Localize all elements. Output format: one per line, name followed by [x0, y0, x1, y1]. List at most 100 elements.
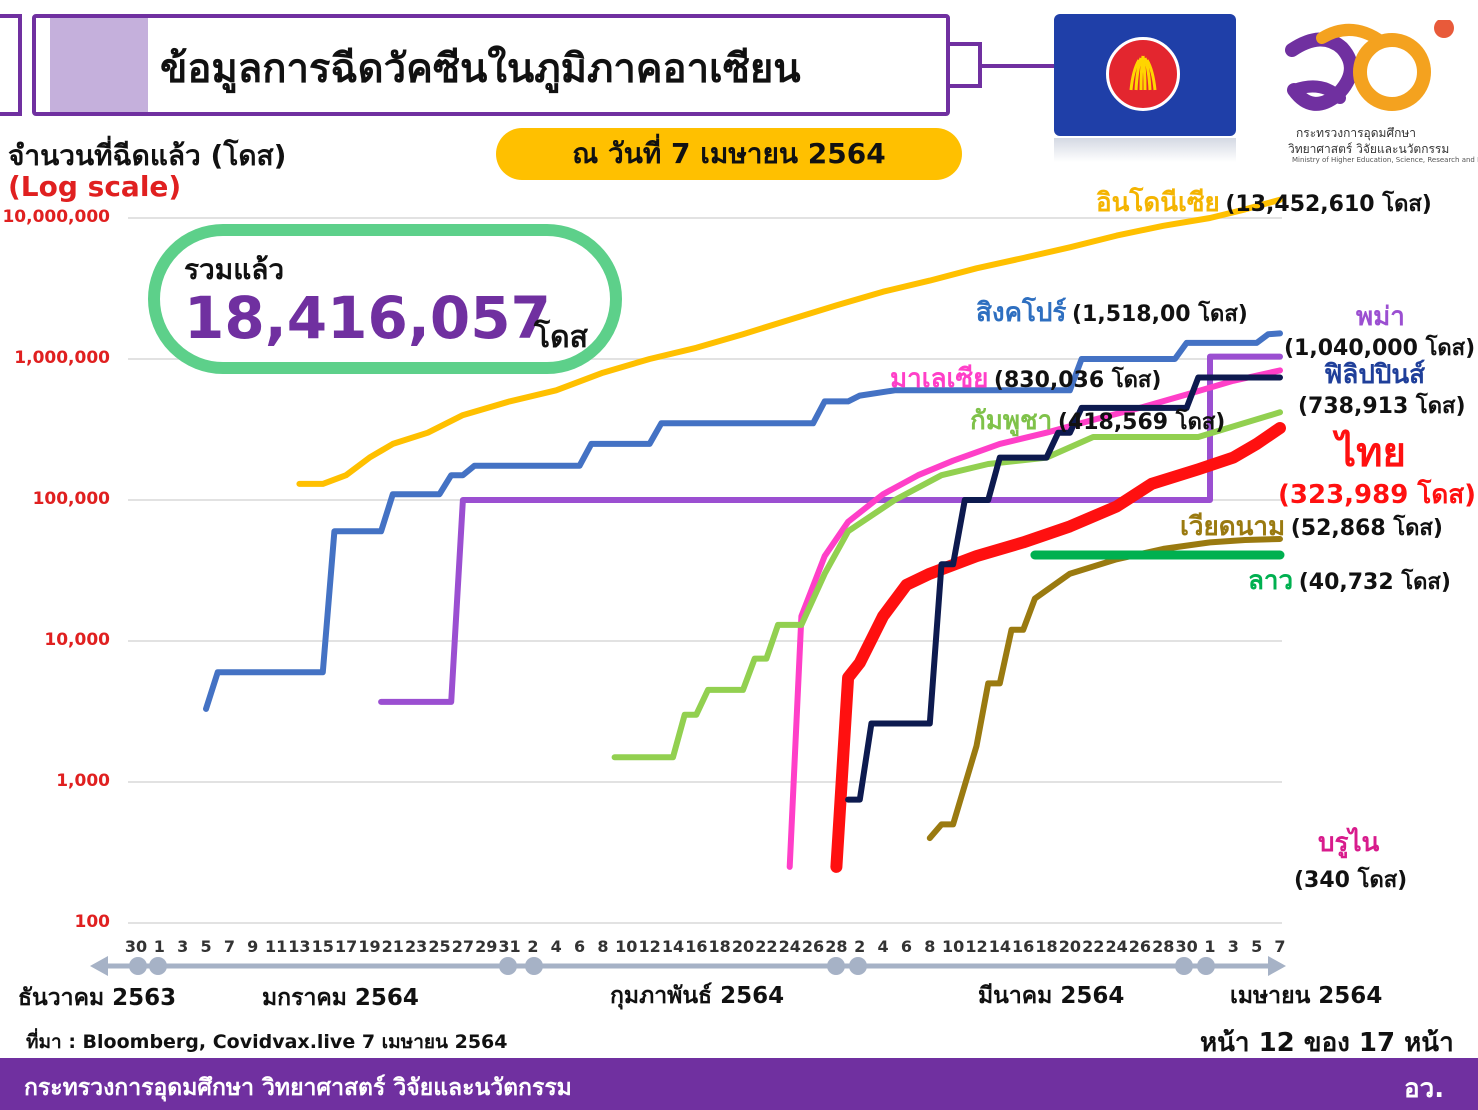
- asean-emblem-icon: [1106, 37, 1180, 111]
- x-tick-label: 3: [177, 937, 188, 956]
- label-laos: ลาว (40,732 โดส): [1248, 566, 1451, 596]
- label-brunei-value: (340 โดส): [1294, 868, 1408, 893]
- label-myanmar-name: พม่า: [1356, 302, 1405, 332]
- x-tick-label: 8: [924, 937, 935, 956]
- label-cambodia: กัมพูชา (418,569 โดส): [970, 406, 1226, 436]
- month-boundary-dot: [849, 957, 867, 975]
- x-tick-label: 26: [1129, 937, 1151, 956]
- y-tick-label: 10,000,000: [2, 207, 110, 227]
- page-number: หน้า 12 ของ 17 หน้า: [1200, 1028, 1454, 1058]
- label-brunei-name: บรูไน: [1318, 828, 1380, 858]
- syringe-tip: [950, 42, 982, 88]
- x-tick-label: 14: [989, 937, 1011, 956]
- series-line-7: [926, 536, 1283, 842]
- x-tick-label: 19: [358, 937, 380, 956]
- total-unit: โดส: [534, 320, 588, 355]
- label-philippines-name: ฟิลิปปินส์: [1324, 360, 1425, 390]
- logo-text-line3: Ministry of Higher Education, Science, R…: [1292, 156, 1478, 164]
- month-label: มกราคม 2564: [262, 985, 419, 1011]
- syringe-needle: [982, 64, 1054, 68]
- x-tick-label: 16: [1012, 937, 1034, 956]
- y-tick-label: 1,000,000: [14, 348, 110, 368]
- x-tick-label: 2: [527, 937, 538, 956]
- x-tick-label: 28: [1152, 937, 1174, 956]
- label-myanmar-value: (1,040,000 โดส): [1284, 336, 1476, 361]
- x-tick-label: 11: [265, 937, 287, 956]
- month-boundary-dot: [525, 957, 543, 975]
- month-label: กุมภาพันธ์ 2564: [610, 983, 785, 1009]
- month-boundary-dot: [1175, 957, 1193, 975]
- x-tick-label: 30: [125, 937, 147, 956]
- syringe-fill: [50, 18, 148, 112]
- x-tick-label: 10: [942, 937, 964, 956]
- flag-reflection: [1054, 138, 1236, 162]
- x-tick-label: 25: [428, 937, 450, 956]
- series-line-3: [786, 367, 1283, 870]
- x-tick-label: 7: [224, 937, 235, 956]
- footer-ministry: กระทรวงการอุดมศึกษา วิทยาศาสตร์ วิจัยและ…: [24, 1075, 572, 1101]
- label-malaysia: มาเลเซีย (830,036 โดส): [890, 364, 1162, 394]
- x-tick-label: 16: [685, 937, 707, 956]
- x-tick-label: 12: [965, 937, 987, 956]
- x-tick-label: 3: [1228, 937, 1239, 956]
- x-tick-label: 12: [638, 937, 660, 956]
- x-tick-label: 5: [200, 937, 211, 956]
- x-tick-label: 10: [615, 937, 637, 956]
- x-tick-label: 13: [288, 937, 310, 956]
- x-tick-label: 6: [901, 937, 912, 956]
- month-label: ธันวาคม 2563: [18, 985, 177, 1011]
- x-tick-label: 26: [802, 937, 824, 956]
- x-tick-label: 21: [382, 937, 404, 956]
- y-axis-scale-note: (Log scale): [8, 170, 182, 203]
- logo-text-line1: กระทรวงการอุดมศึกษา: [1296, 126, 1416, 140]
- month-boundary-dot: [129, 957, 147, 975]
- x-tick-label: 28: [825, 937, 847, 956]
- month-boundary-dot: [827, 957, 845, 975]
- ministry-logo-icon: [1285, 20, 1454, 111]
- x-tick-label: 22: [755, 937, 777, 956]
- series-line-1: [203, 330, 1283, 712]
- footer-bar: [0, 1058, 1478, 1110]
- x-tick-label: 20: [732, 937, 754, 956]
- month-boundary-dot: [149, 957, 167, 975]
- series-line-6: [830, 422, 1286, 873]
- total-label: รวมแล้ว: [184, 253, 285, 286]
- y-tick-label: 10,000: [44, 630, 110, 650]
- label-indonesia: อินโดนีเซีย (13,452,610 โดส): [1096, 188, 1432, 218]
- month-boundary-dot: [1197, 957, 1215, 975]
- series-line-2: [378, 353, 1283, 705]
- x-axis-arrow-left: [90, 956, 108, 976]
- x-tick-label: 18: [709, 937, 731, 956]
- label-philippines-value: (738,913 โดส): [1298, 394, 1466, 419]
- total-value: 18,416,057: [184, 284, 551, 352]
- x-tick-label: 8: [597, 937, 608, 956]
- x-tick-label: 14: [662, 937, 684, 956]
- label-thailand-name: ไทย: [1336, 430, 1406, 476]
- logo-text-line2: วิทยาศาสตร์ วิจัยและนวัตกรรม: [1288, 142, 1450, 156]
- syringe-barrel: [32, 14, 950, 116]
- source-note: ที่มา : Bloomberg, Covidvax.live 7 เมษาย…: [26, 1031, 508, 1053]
- x-tick-label: 15: [312, 937, 334, 956]
- y-tick-label: 100: [74, 912, 111, 932]
- month-boundary-dot: [499, 957, 517, 975]
- x-tick-label: 6: [574, 937, 585, 956]
- month-label: เมษายน 2564: [1230, 983, 1383, 1009]
- series-line-0: [296, 196, 1283, 487]
- x-tick-label: 24: [1105, 937, 1127, 956]
- x-tick-label: 24: [779, 937, 801, 956]
- footer-abbr: อว.: [1404, 1074, 1445, 1104]
- syringe-plunger: [0, 14, 22, 116]
- x-tick-label: 17: [335, 937, 357, 956]
- x-tick-label: 27: [452, 937, 474, 956]
- label-vietnam: เวียดนาม (52,868 โดส): [1180, 512, 1443, 542]
- y-tick-label: 1,000: [56, 771, 110, 791]
- label-thailand-value: (323,989 โดส): [1278, 480, 1476, 510]
- label-singapore: สิงคโปร์ (1,518,00 โดส): [976, 298, 1248, 328]
- x-tick-label: 4: [551, 937, 562, 956]
- x-tick-label: 1: [154, 937, 165, 956]
- total-box: [148, 224, 622, 374]
- x-axis-arrow-right: [1268, 956, 1286, 976]
- x-tick-label: 1: [1204, 937, 1215, 956]
- x-tick-label: 9: [247, 937, 258, 956]
